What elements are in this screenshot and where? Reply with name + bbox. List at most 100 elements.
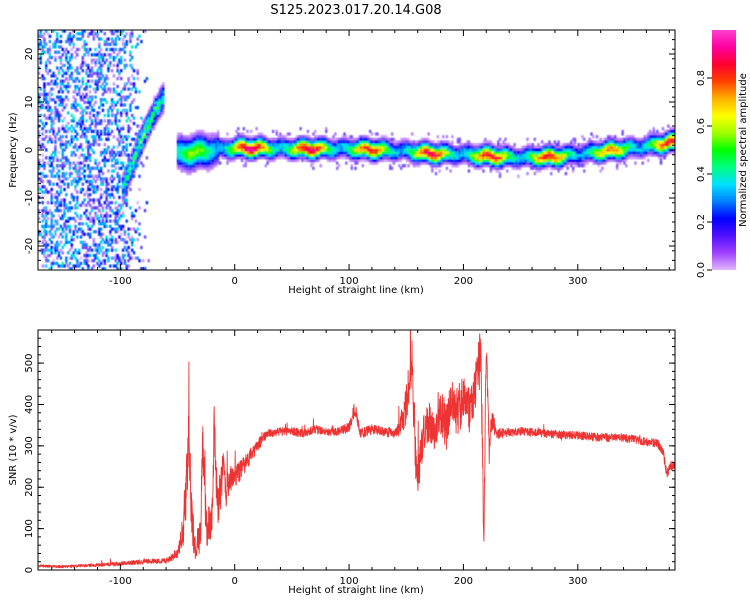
- spectrogram-cell: [70, 119, 74, 123]
- spectrogram-cell: [228, 145, 231, 149]
- spectrogram-cell: [151, 103, 154, 107]
- spectrogram-cell: [438, 161, 441, 165]
- spectrogram-cell: [191, 135, 194, 139]
- spectrogram-cell: [92, 135, 96, 139]
- spectrogram-cell: [110, 69, 114, 73]
- spectrogram-cell: [443, 140, 447, 144]
- spectrogram-cell: [416, 164, 419, 168]
- spectrogram-cell: [41, 145, 44, 149]
- spectrogram-cell: [50, 87, 53, 91]
- spectrogram-cell: [123, 150, 127, 155]
- spectrogram-cell: [98, 174, 101, 178]
- spectrogram-cell: [43, 92, 46, 97]
- spectrogram-cell: [398, 156, 401, 160]
- spectrogram-cell: [436, 161, 440, 165]
- spectrogram-cell: [56, 245, 59, 250]
- spectrogram-cell: [617, 156, 621, 160]
- spectrogram-cell: [615, 161, 619, 165]
- spectrogram-cell: [43, 87, 46, 91]
- spectrogram-cell: [101, 193, 105, 197]
- spectrogram-cell: [656, 132, 659, 136]
- spectrogram-cell: [131, 150, 134, 155]
- spectrogram-cell: [659, 148, 663, 152]
- spectrogram-cell: [515, 150, 518, 155]
- spectrogram-cell: [99, 177, 103, 181]
- spectrogram-cell: [218, 153, 222, 157]
- spectrogram-cell: [202, 161, 205, 165]
- spectrogram-cell: [233, 158, 236, 163]
- spectrogram-cell: [220, 156, 224, 160]
- spectrogram-cell: [125, 111, 128, 115]
- spectrogram-cell: [81, 166, 85, 170]
- spectrogram-cell: [153, 119, 156, 123]
- spectrogram-cell: [425, 153, 429, 157]
- spectrogram-cell: [473, 156, 476, 160]
- spectrogram-cell: [315, 137, 319, 141]
- spectrogram-cell: [74, 79, 77, 83]
- spectrogram-cell: [98, 198, 101, 202]
- spectrogram-cell: [123, 187, 127, 192]
- spectrogram-cell: [184, 169, 187, 173]
- spectrogram-cell: [140, 267, 143, 270]
- spectrogram-cell: [147, 111, 150, 115]
- spectrogram-cell: [140, 127, 143, 131]
- spectrogram-cell: [88, 174, 92, 178]
- spectrogram-cell: [99, 69, 103, 73]
- spectrogram-cell: [447, 143, 451, 147]
- spectrogram-cell: [288, 140, 291, 144]
- spectrogram-cell: [99, 119, 103, 123]
- spectrogram-cell: [63, 187, 66, 192]
- spectrogram-cell: [81, 98, 85, 102]
- spectrogram-cell: [370, 143, 374, 147]
- spectrogram-cell: [70, 53, 74, 57]
- spectrogram-cell: [343, 150, 346, 155]
- spectrogram-cell: [595, 161, 599, 165]
- spectrogram-cell: [118, 50, 121, 54]
- spectrogram-cell: [528, 158, 531, 163]
- spectrogram-cell: [641, 137, 644, 141]
- spectrogram-cell: [215, 135, 218, 139]
- spectrogram-cell: [670, 143, 674, 147]
- spectrogram-cell: [88, 143, 92, 147]
- spectrogram-cell: [184, 164, 187, 168]
- spectrogram-cell: [57, 69, 61, 73]
- spectrogram-cell: [526, 153, 529, 157]
- spectrogram-cell: [661, 153, 665, 157]
- spectrogram-cell: [74, 129, 77, 134]
- spectrogram-cell: [259, 150, 262, 155]
- spectrogram-cell: [658, 137, 661, 141]
- spectrogram-cell: [228, 143, 231, 147]
- spectrogram-cell: [162, 98, 165, 102]
- spectrogram-cell: [641, 156, 644, 160]
- spectrogram-cell: [240, 153, 244, 157]
- spectrogram-cell: [266, 161, 269, 165]
- spectrogram-cell: [154, 100, 158, 104]
- spectrogram-cell: [654, 153, 657, 157]
- spectrogram-cell: [129, 166, 132, 170]
- spectrogram-cell: [94, 190, 97, 194]
- spectrogram-cell: [191, 161, 194, 165]
- spectrogram-cell: [112, 264, 116, 268]
- spectrogram-cell: [425, 150, 429, 155]
- spectrogram-cell: [271, 137, 275, 141]
- spectrogram-cell: [67, 161, 70, 165]
- spectrogram-cell: [198, 129, 202, 134]
- spectrogram-cell: [383, 158, 386, 163]
- spectrogram-cell: [491, 156, 494, 160]
- spectrogram-cell: [206, 156, 209, 160]
- spectrogram-cell: [566, 148, 569, 152]
- spectrogram-cell: [456, 153, 460, 157]
- spectrogram-cell: [120, 150, 123, 155]
- spectrogram-cell: [418, 161, 421, 165]
- spectrogram-cell: [74, 185, 77, 189]
- spectrogram-cell: [350, 148, 354, 152]
- spectrogram-cell: [121, 177, 125, 181]
- spectrogram-cell: [228, 150, 231, 155]
- spectrogram-cell: [46, 82, 50, 86]
- spectrogram-cell: [76, 264, 79, 268]
- spectrogram-cell: [70, 179, 74, 184]
- spectrogram-cell: [43, 166, 46, 170]
- spectrogram-cell: [475, 164, 478, 168]
- spectrogram-cell: [414, 140, 418, 144]
- spectrogram-cell: [94, 127, 97, 131]
